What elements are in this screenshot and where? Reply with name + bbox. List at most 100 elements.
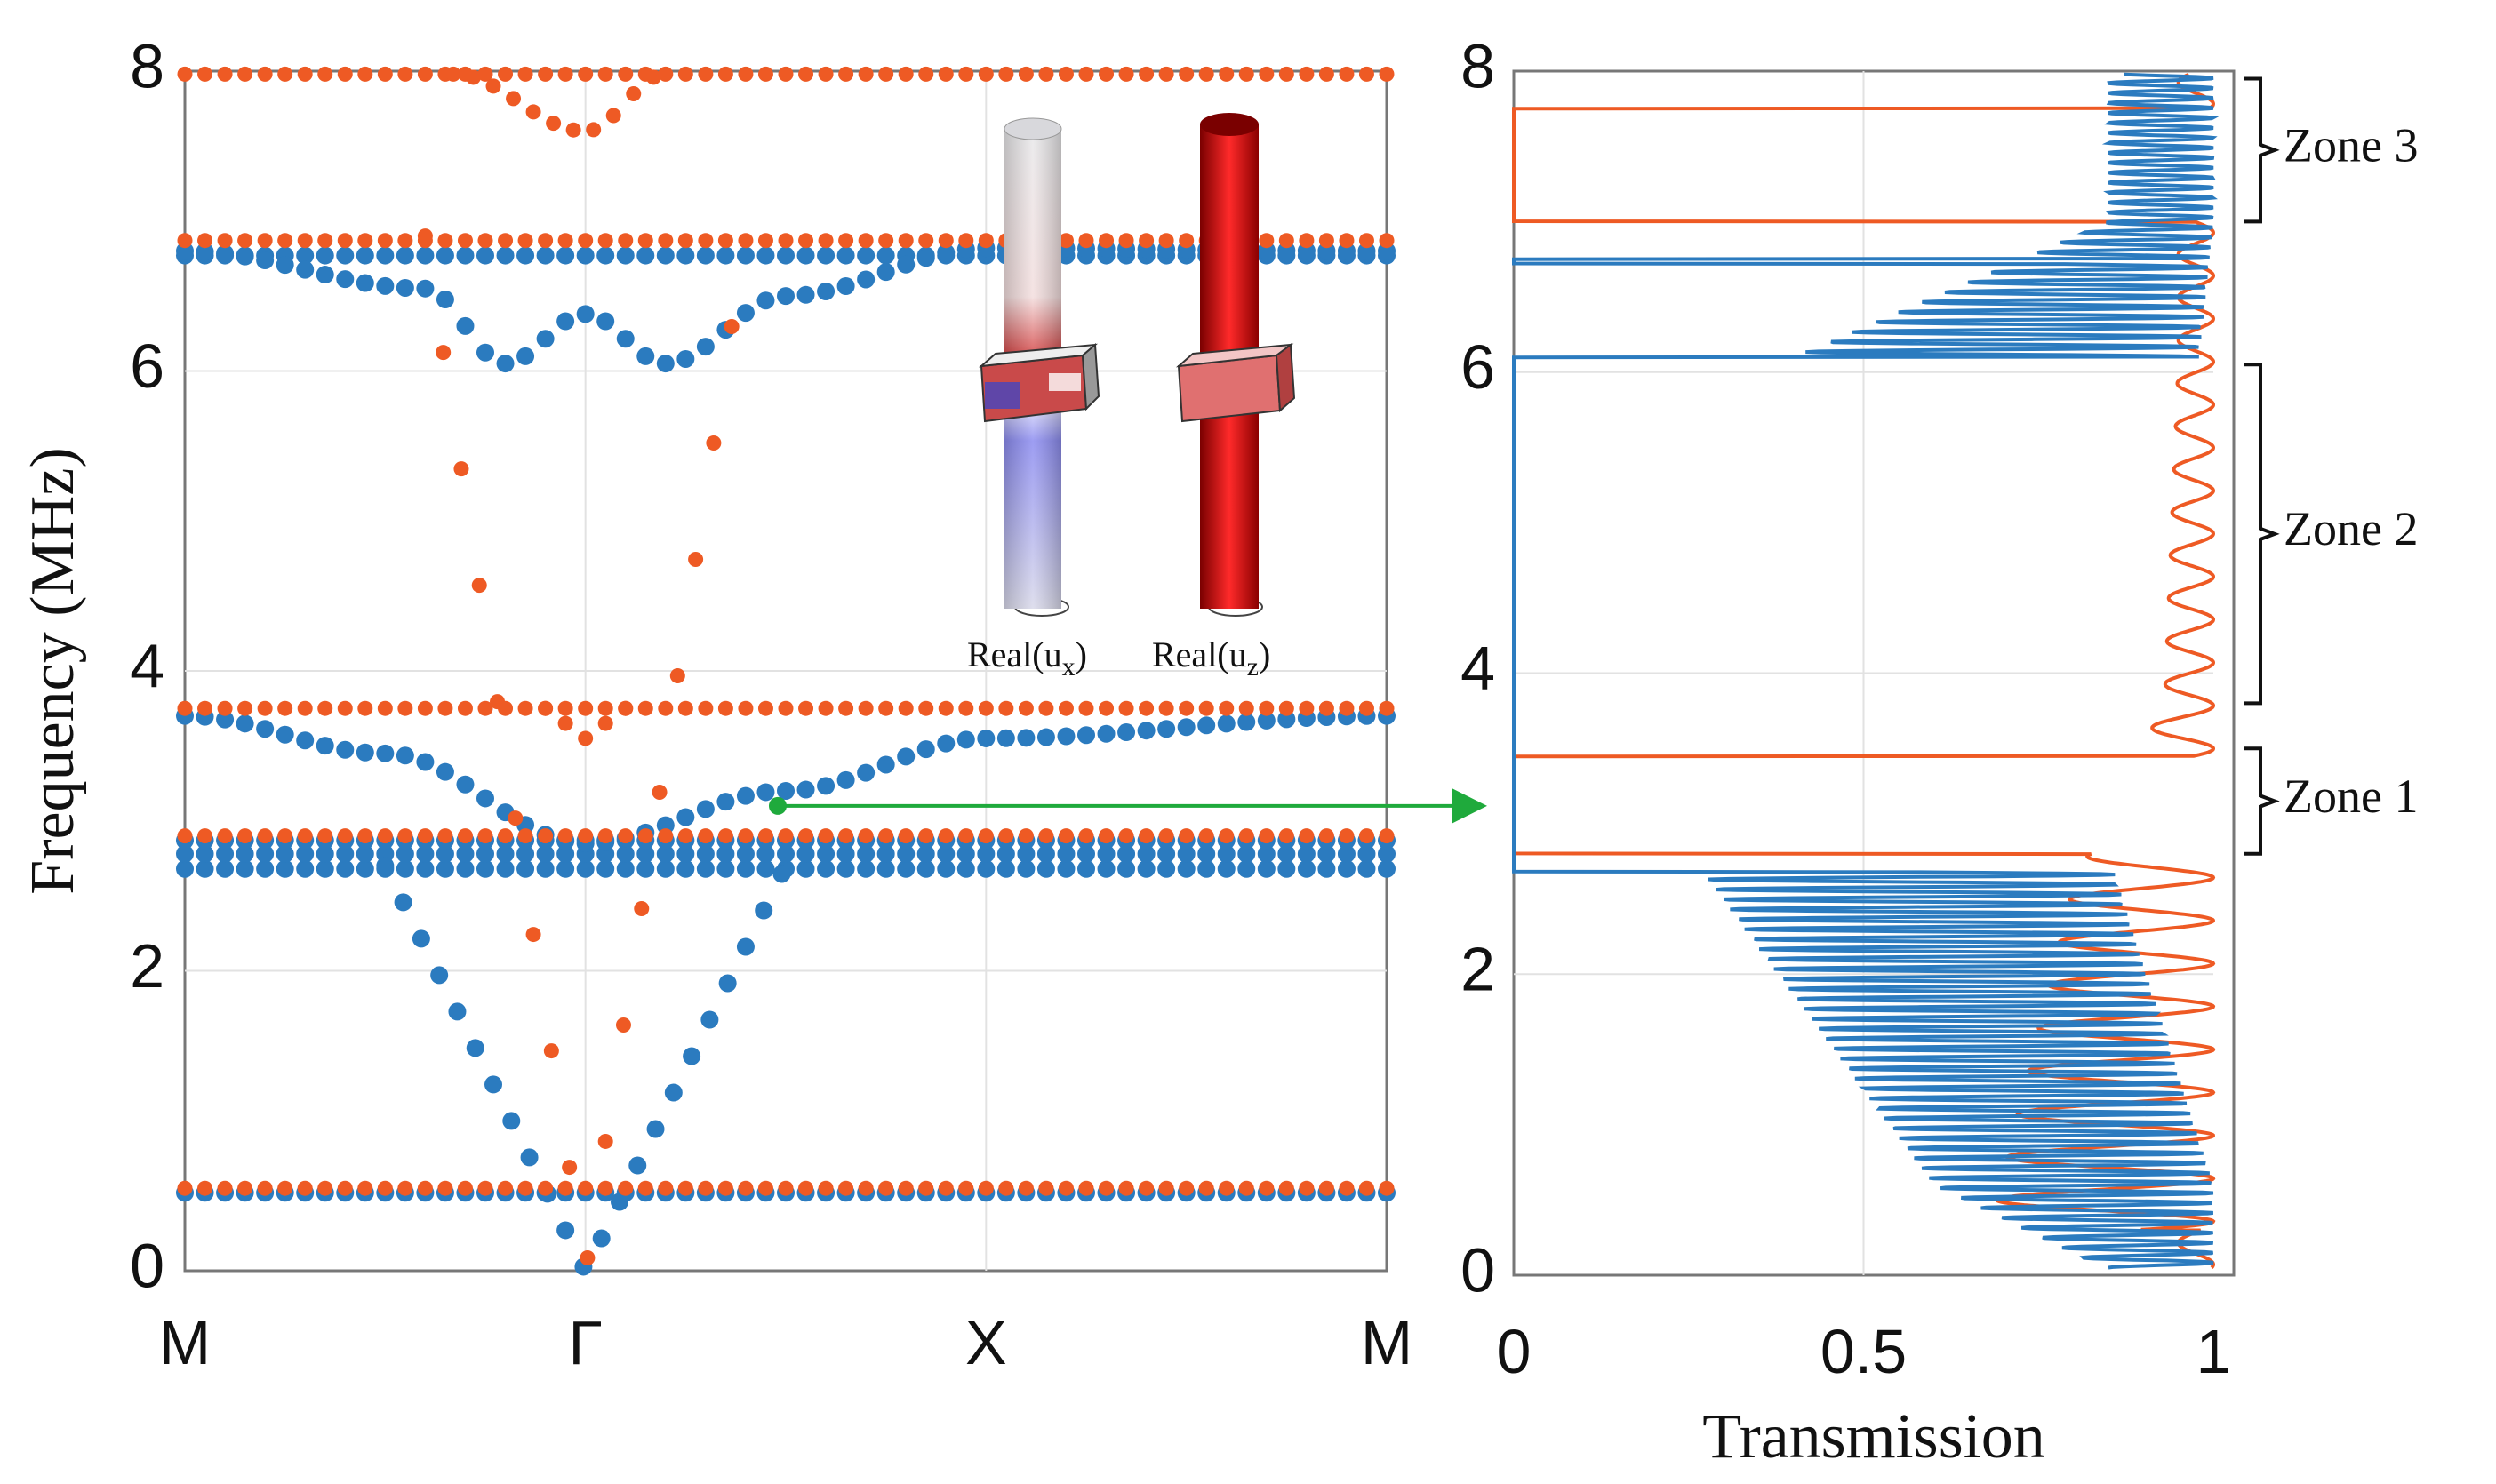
band-point	[1238, 828, 1254, 844]
band-point	[876, 246, 895, 265]
band-point	[517, 700, 533, 716]
band-point	[738, 828, 754, 844]
band-point	[176, 844, 194, 863]
band-point	[257, 1180, 273, 1196]
band-point	[457, 1180, 473, 1196]
band-point	[397, 828, 413, 844]
band-point	[1017, 859, 1036, 878]
band-point	[756, 291, 775, 310]
band-point	[237, 233, 253, 249]
band-point	[736, 786, 755, 805]
band-point	[1099, 66, 1115, 82]
band-point	[557, 715, 573, 731]
band-point	[520, 1148, 539, 1167]
band-point	[396, 246, 414, 265]
band-point	[736, 859, 755, 878]
band-point	[317, 700, 333, 716]
band-point	[456, 775, 475, 794]
band-point	[506, 91, 522, 107]
band-point	[956, 730, 975, 749]
band-point	[618, 700, 634, 716]
band-point	[317, 66, 333, 82]
band-y-tick-0: 0	[130, 1231, 164, 1300]
band-point	[669, 667, 685, 683]
band-point	[1337, 859, 1356, 878]
trans-y-tick-4: 4	[1460, 634, 1495, 703]
band-point	[217, 1180, 233, 1196]
band-point	[317, 233, 333, 249]
band-point	[257, 700, 273, 716]
band-point	[1078, 700, 1094, 716]
band-point	[978, 828, 994, 844]
band-point	[377, 1180, 393, 1196]
band-point	[696, 859, 715, 878]
band-point	[1179, 1180, 1195, 1196]
band-point	[396, 844, 414, 863]
band-point	[817, 282, 836, 300]
band-point	[1099, 1180, 1115, 1196]
band-point	[1137, 844, 1156, 863]
band-point	[1318, 700, 1334, 716]
band-point	[698, 828, 714, 844]
band-point	[798, 700, 814, 716]
band-point	[998, 700, 1014, 716]
band-point	[197, 233, 213, 249]
band-point	[437, 700, 453, 716]
band-point	[878, 700, 894, 716]
band-point	[676, 859, 695, 878]
band-point	[652, 784, 668, 800]
band-point	[177, 1180, 193, 1196]
band-point	[297, 233, 313, 249]
band-point	[1358, 700, 1374, 716]
band-point	[1078, 233, 1094, 249]
band-point	[237, 1180, 253, 1196]
band-point	[698, 1180, 714, 1196]
band-point	[818, 66, 834, 82]
band-point	[437, 1180, 453, 1196]
band-point	[517, 828, 533, 844]
band-point	[256, 720, 275, 738]
band-point	[1036, 844, 1055, 863]
band-point	[878, 828, 894, 844]
band-point	[485, 78, 501, 94]
band-point	[1158, 828, 1174, 844]
band-point	[1237, 844, 1256, 863]
band-point	[1278, 66, 1294, 82]
band-point	[578, 66, 594, 82]
mode-shape-uz	[1175, 113, 1296, 617]
band-point	[596, 246, 615, 265]
band-point	[1137, 722, 1156, 740]
band-point	[1217, 859, 1236, 878]
band-structure-plot: 0 2 4 6 8 M Γ X M Frequency (MHz)	[19, 31, 1412, 1377]
band-point	[677, 828, 693, 844]
band-point	[958, 828, 974, 844]
band-point	[525, 927, 541, 943]
band-point	[496, 246, 515, 265]
band-point	[757, 700, 773, 716]
band-point	[1177, 859, 1196, 878]
band-point	[916, 844, 935, 863]
band-point	[256, 859, 275, 878]
band-point	[196, 844, 214, 863]
band-point	[610, 1193, 628, 1211]
band-point	[596, 312, 615, 331]
band-point	[756, 246, 775, 265]
band-point	[496, 844, 515, 863]
band-point	[938, 66, 954, 82]
band-point	[1017, 844, 1036, 863]
band-point	[277, 66, 293, 82]
band-point	[356, 246, 374, 265]
band-point	[616, 844, 635, 863]
band-point	[257, 66, 273, 82]
band-point	[197, 1180, 213, 1196]
band-y-tick-4: 4	[130, 631, 164, 700]
band-y-tick-2: 2	[130, 931, 164, 1001]
band-point	[897, 859, 916, 878]
band-point	[317, 828, 333, 844]
band-point	[556, 246, 575, 265]
band-point	[1058, 700, 1074, 716]
band-point	[677, 700, 693, 716]
band-point	[557, 1180, 573, 1196]
band-point	[457, 700, 473, 716]
band-point	[664, 1083, 683, 1102]
